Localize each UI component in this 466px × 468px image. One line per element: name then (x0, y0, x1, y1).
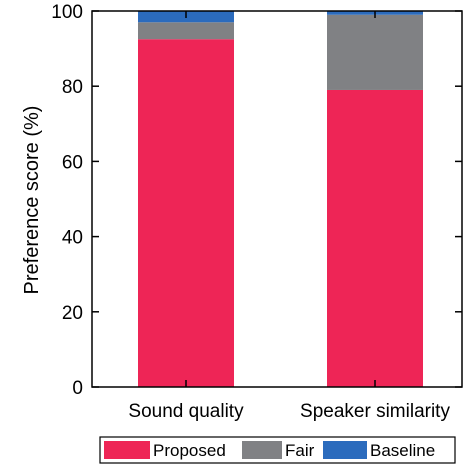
x-tick-label: Sound quality (128, 401, 244, 422)
y-tick-label: 0 (72, 378, 83, 399)
legend-swatch-proposed (104, 441, 150, 459)
y-tick-label: 100 (51, 2, 83, 23)
legend-label-proposed: Proposed (153, 441, 226, 460)
y-tick-label: 20 (62, 303, 83, 324)
x-tick-label: Speaker similarity (300, 401, 450, 422)
y-axis-label: Preference score (%) (21, 106, 43, 295)
legend-swatch-baseline (323, 441, 367, 459)
bar-fair-2 (327, 14, 423, 90)
y-tick-label: 80 (62, 77, 83, 98)
bar-proposed-2 (327, 89, 423, 388)
y-tick-label: 40 (62, 228, 83, 249)
y-tick-label: 60 (62, 152, 83, 173)
y-axis: 0 20 40 60 80 100 (51, 2, 462, 399)
bar-proposed-1 (138, 39, 234, 387)
legend-swatch-fair (242, 441, 282, 459)
plot-frame (91, 10, 463, 388)
legend-label-fair: Fair (285, 441, 315, 460)
x-axis: Sound quality Speaker similarity (128, 11, 450, 422)
legend-label-baseline: Baseline (370, 441, 435, 460)
bar-fair-1 (138, 22, 234, 40)
legend: Proposed Fair Baseline (99, 436, 456, 464)
bars-group (138, 11, 423, 388)
